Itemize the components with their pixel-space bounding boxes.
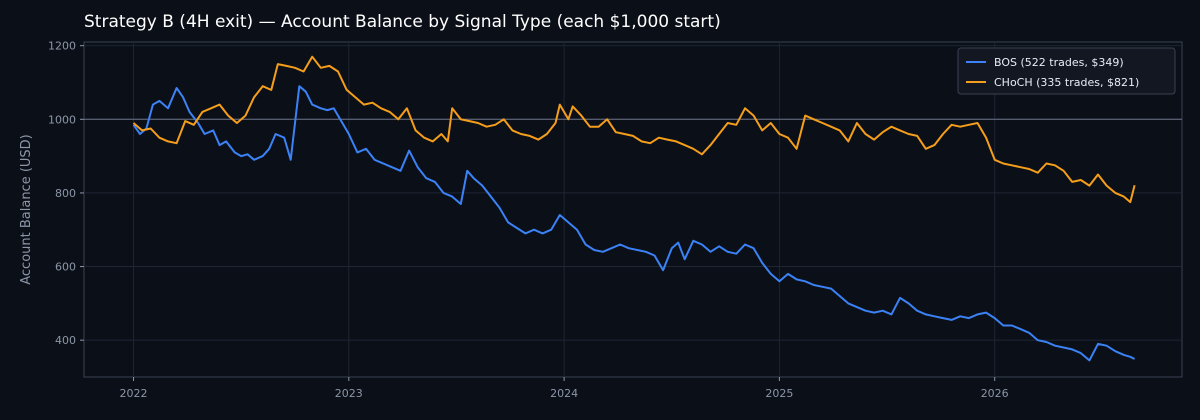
y-tick-label: 400	[55, 334, 76, 347]
legend-label: CHoCH (335 trades, $821)	[994, 76, 1139, 89]
x-tick-label: 2024	[550, 387, 578, 400]
y-tick-label: 600	[55, 261, 76, 274]
x-tick-label: 2023	[335, 387, 363, 400]
series-line-bos	[132, 85, 1136, 362]
y-tick-label: 1000	[48, 113, 76, 126]
series-line-choch	[132, 55, 1136, 204]
x-tick-label: 2026	[981, 387, 1009, 400]
legend-label: BOS (522 trades, $349)	[994, 56, 1124, 69]
chart-title: Strategy B (4H exit) — Account Balance b…	[84, 12, 721, 32]
x-tick-label: 2025	[765, 387, 793, 400]
x-tick-label: 2022	[120, 387, 148, 400]
legend-box	[957, 47, 1176, 95]
y-tick-label: 1200	[48, 40, 76, 53]
y-tick-label: 800	[55, 187, 76, 200]
y-axis-label: Account Balance (USD)	[19, 134, 34, 285]
